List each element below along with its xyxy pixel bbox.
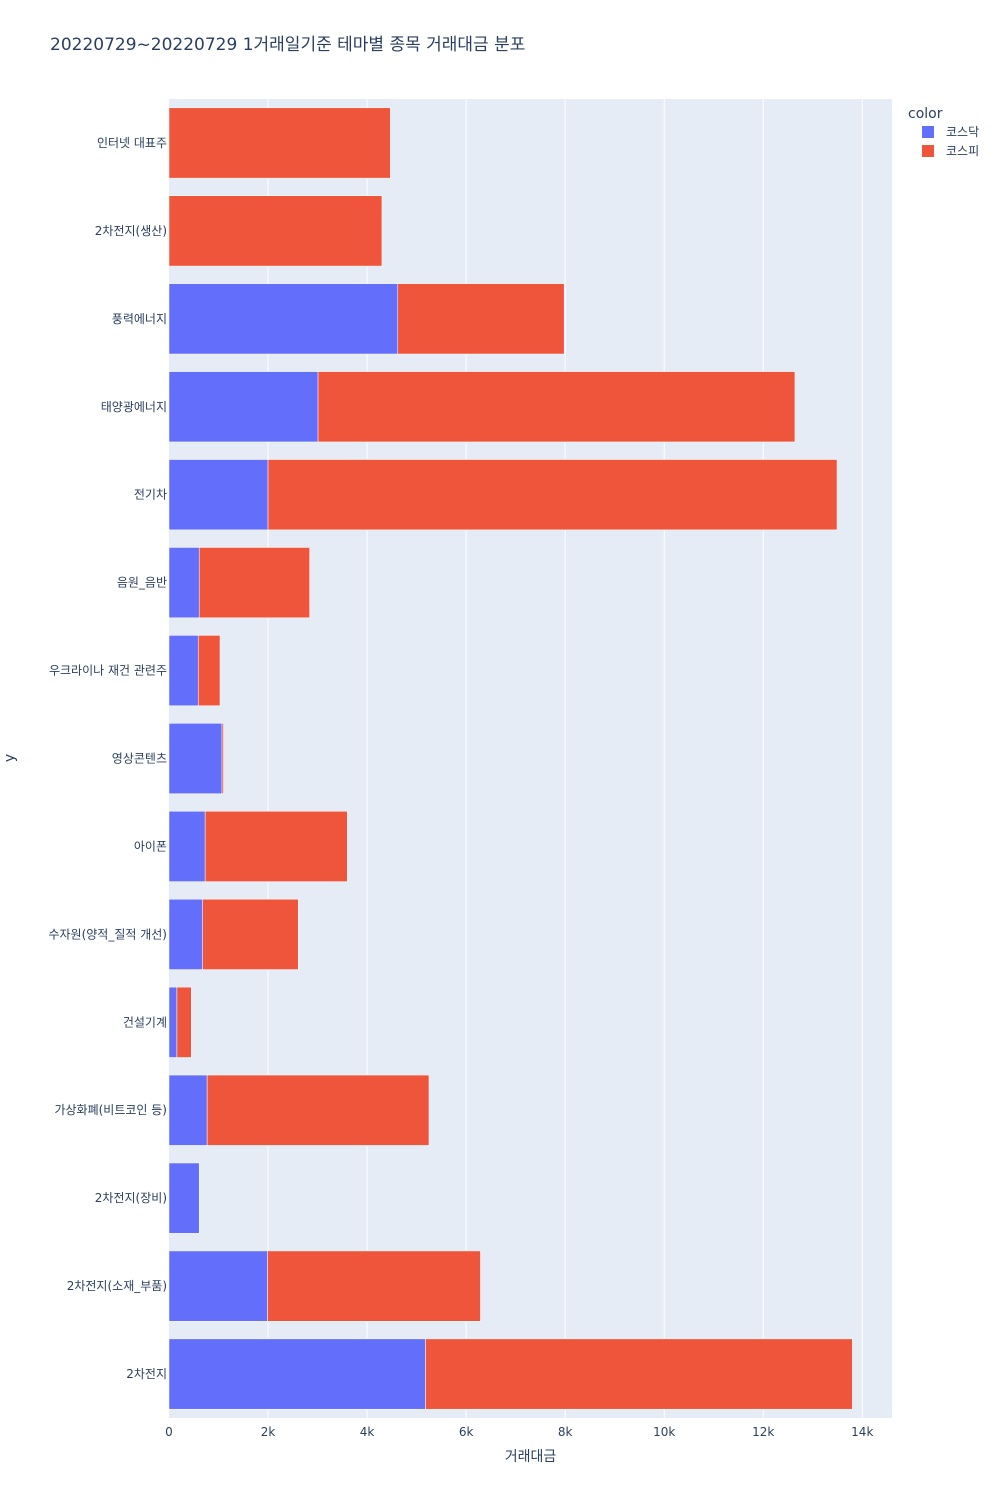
y-tick-label: 2차전지	[126, 1367, 167, 1381]
legend-label: 코스피	[946, 144, 979, 158]
chart-title: 20220729~20220729 1거래일기준 테마별 종목 거래대금 분포	[50, 35, 525, 55]
legend-title: color	[908, 106, 943, 122]
y-tick-label: 아이폰	[134, 839, 167, 853]
x-tick-label: 0	[165, 1425, 173, 1439]
bars	[168, 107, 853, 1410]
legend-label: 코스닥	[946, 125, 979, 139]
y-tick-label: 풍력에너지	[112, 312, 167, 326]
bar	[168, 723, 223, 794]
y-tick-label: 건설기계	[123, 1015, 167, 1029]
bar	[425, 1338, 853, 1410]
y-tick-label: 인터넷 대표주	[97, 136, 167, 150]
bar	[204, 811, 348, 882]
y-tick-labels: 인터넷 대표주 2차전지(생산) 풍력에너지태양광에너지전기차음원_음반우크라이나 …	[48, 136, 167, 1381]
y-tick-label: 태양광에너지	[101, 400, 167, 414]
y-tick-label: 2차전지(소재_부품)	[67, 1279, 167, 1293]
bar	[168, 635, 199, 706]
bar	[168, 1074, 208, 1146]
bar	[397, 283, 565, 355]
x-axis-title: 거래대금	[505, 1449, 557, 1465]
x-tick-label: 6k	[459, 1425, 474, 1439]
bar	[202, 898, 299, 970]
y-tick-label: 가상화폐(비트코인 등)	[54, 1103, 167, 1117]
x-tick-label: 2k	[261, 1425, 276, 1439]
bar	[168, 986, 178, 1058]
bar	[168, 1162, 200, 1234]
x-tick-labels: 0 2k 4k 6k 8k 10k 12k 14k	[165, 1425, 873, 1439]
bar	[206, 1074, 430, 1146]
y-axis-title: y	[2, 754, 18, 762]
bar	[317, 371, 796, 443]
x-tick-label: 14k	[851, 1425, 873, 1439]
bar	[198, 547, 310, 619]
bar	[267, 459, 838, 531]
y-tick-label: 수자원(양적_질적 개선)	[48, 927, 167, 941]
y-tick-label: 2차전지(장비)	[95, 1191, 167, 1205]
bar	[168, 1338, 426, 1410]
bar	[168, 283, 399, 355]
y-tick-label: 음원_음반	[117, 576, 167, 590]
legend-swatch	[922, 145, 934, 157]
x-tick-label: 12k	[752, 1425, 774, 1439]
bar	[168, 107, 391, 179]
bar	[168, 898, 203, 970]
bar	[168, 547, 200, 619]
x-tick-label: 4k	[360, 1425, 375, 1439]
legend-swatch	[922, 126, 934, 138]
bar	[221, 723, 224, 794]
bar	[168, 195, 383, 267]
bar	[168, 811, 206, 882]
bar	[267, 1250, 481, 1322]
y-tick-label: 전기차	[134, 488, 167, 502]
y-tick-label: 영상콘텐츠	[112, 752, 167, 766]
bar	[176, 986, 192, 1058]
bar	[168, 459, 269, 531]
bar	[168, 371, 319, 443]
y-tick-label: 우크라이나 재건 관련주	[49, 664, 167, 678]
x-tick-label: 10k	[653, 1425, 675, 1439]
bar	[197, 635, 221, 706]
y-tick-label: 2차전지(생산)	[95, 224, 167, 238]
x-tick-label: 8k	[558, 1425, 573, 1439]
bar	[168, 1250, 268, 1322]
